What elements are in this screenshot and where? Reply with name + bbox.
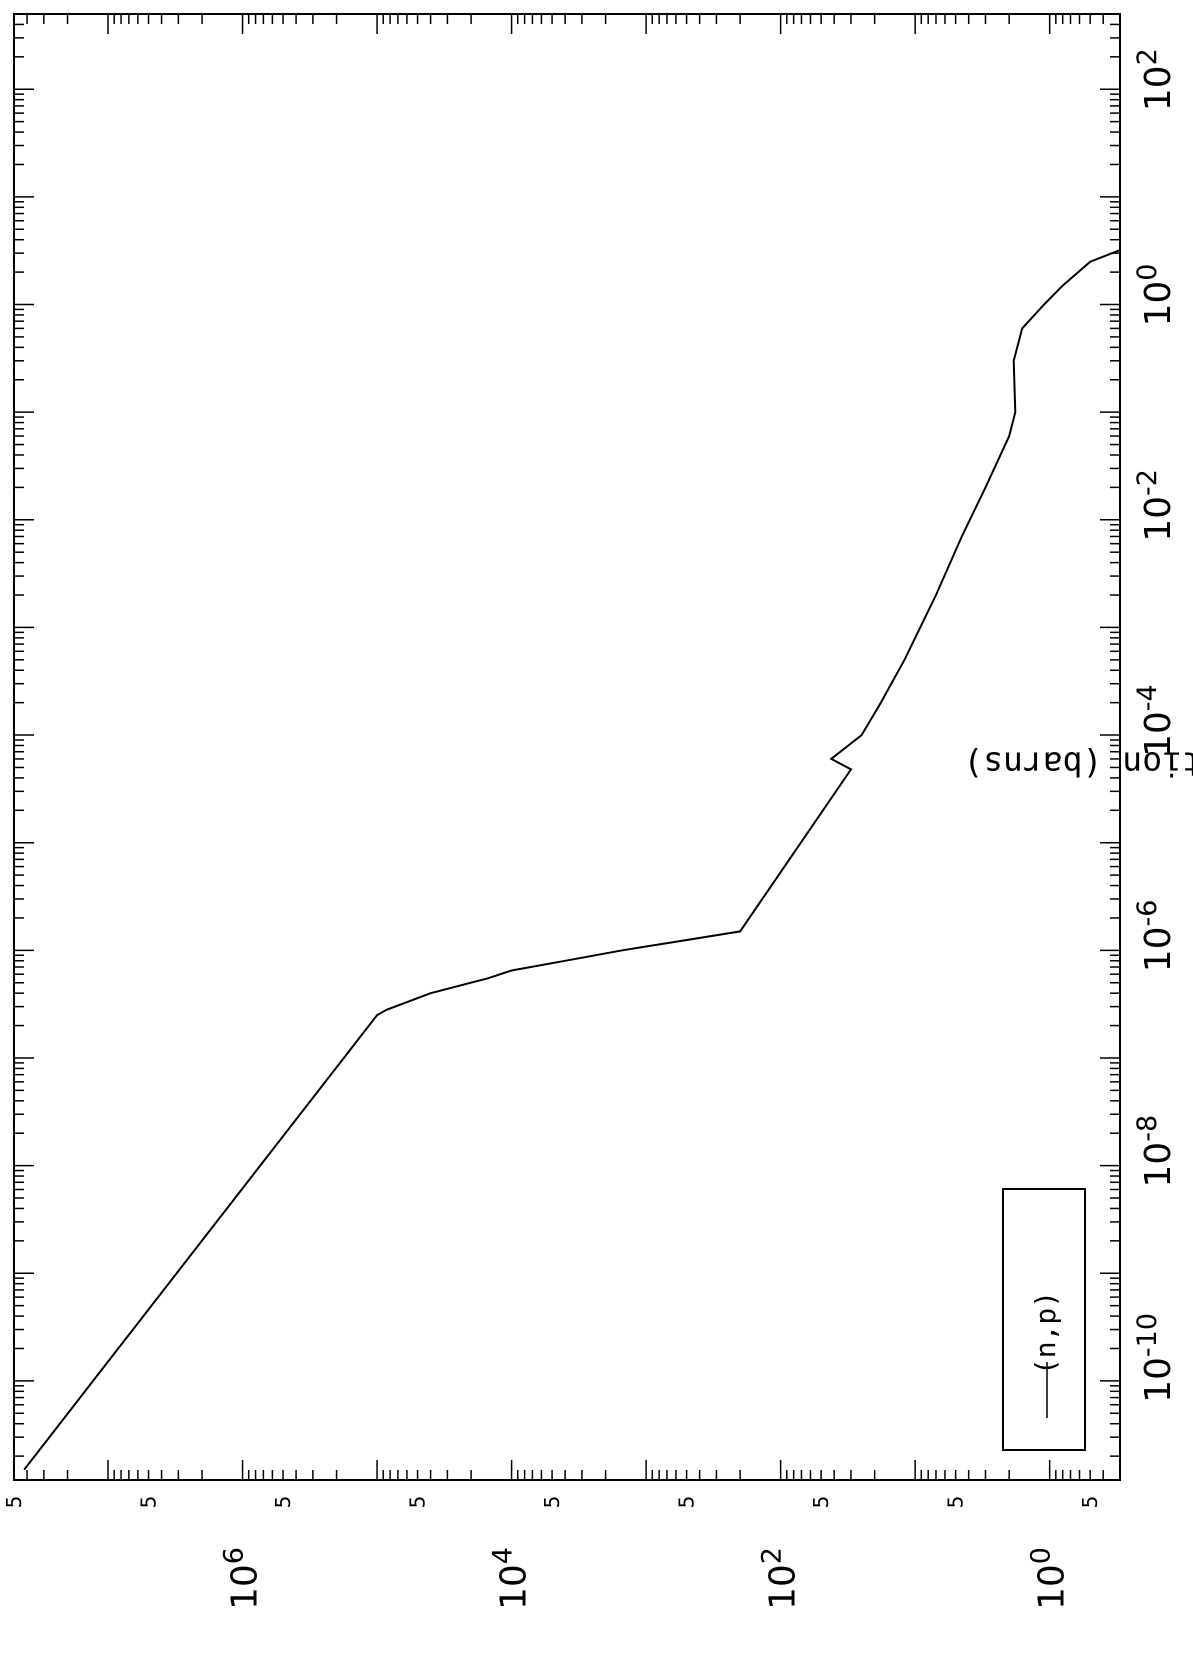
y-minor-label: 5 (809, 1496, 833, 1509)
y-axis-label: Cross Section (barns) (963, 745, 1193, 784)
y-tick-label: 100 (1026, 1547, 1073, 1610)
legend-box (1002, 1188, 1086, 1451)
y-minor-label: 5 (2, 1496, 26, 1509)
y-minor-label: 5 (271, 1496, 295, 1509)
x-tick-label: 10-4 (1132, 684, 1179, 757)
y-minor-label: 5 (137, 1496, 161, 1509)
tick-labels: 5 5 5 5 5 5 5 5 5 10-10 10-8 10-6 10-4 10-2 100 102 100 1… (2, 48, 1179, 1610)
y-minor-label: 5 (944, 1496, 968, 1509)
y-minor-label: 5 (406, 1496, 430, 1509)
x-tick-label: 10-10 (1132, 1313, 1179, 1403)
legend-label: (n,p) (1029, 1291, 1062, 1375)
y-minor-label: 5 (675, 1496, 699, 1509)
x-tick-label: 102 (1132, 48, 1179, 111)
axis-ticks (13, 13, 1121, 1480)
legend: (n,p) (1002, 1188, 1086, 1451)
y-tick-label: 104 (488, 1547, 535, 1610)
x-tick-label: 10-2 (1132, 469, 1179, 542)
x-tick-label: 10-6 (1132, 900, 1179, 973)
y-minor-label: 5 (1078, 1496, 1102, 1509)
series-layer (23, 249, 1121, 1471)
x-tick-label: 10-8 (1132, 1115, 1179, 1188)
y-tick-label: 106 (219, 1547, 266, 1610)
series-line (23, 249, 1121, 1471)
plot-frame (13, 13, 1121, 1481)
y-minor-label: 5 (540, 1496, 564, 1509)
y-tick-label: 102 (757, 1547, 804, 1610)
x-tick-label: 100 (1132, 264, 1179, 327)
